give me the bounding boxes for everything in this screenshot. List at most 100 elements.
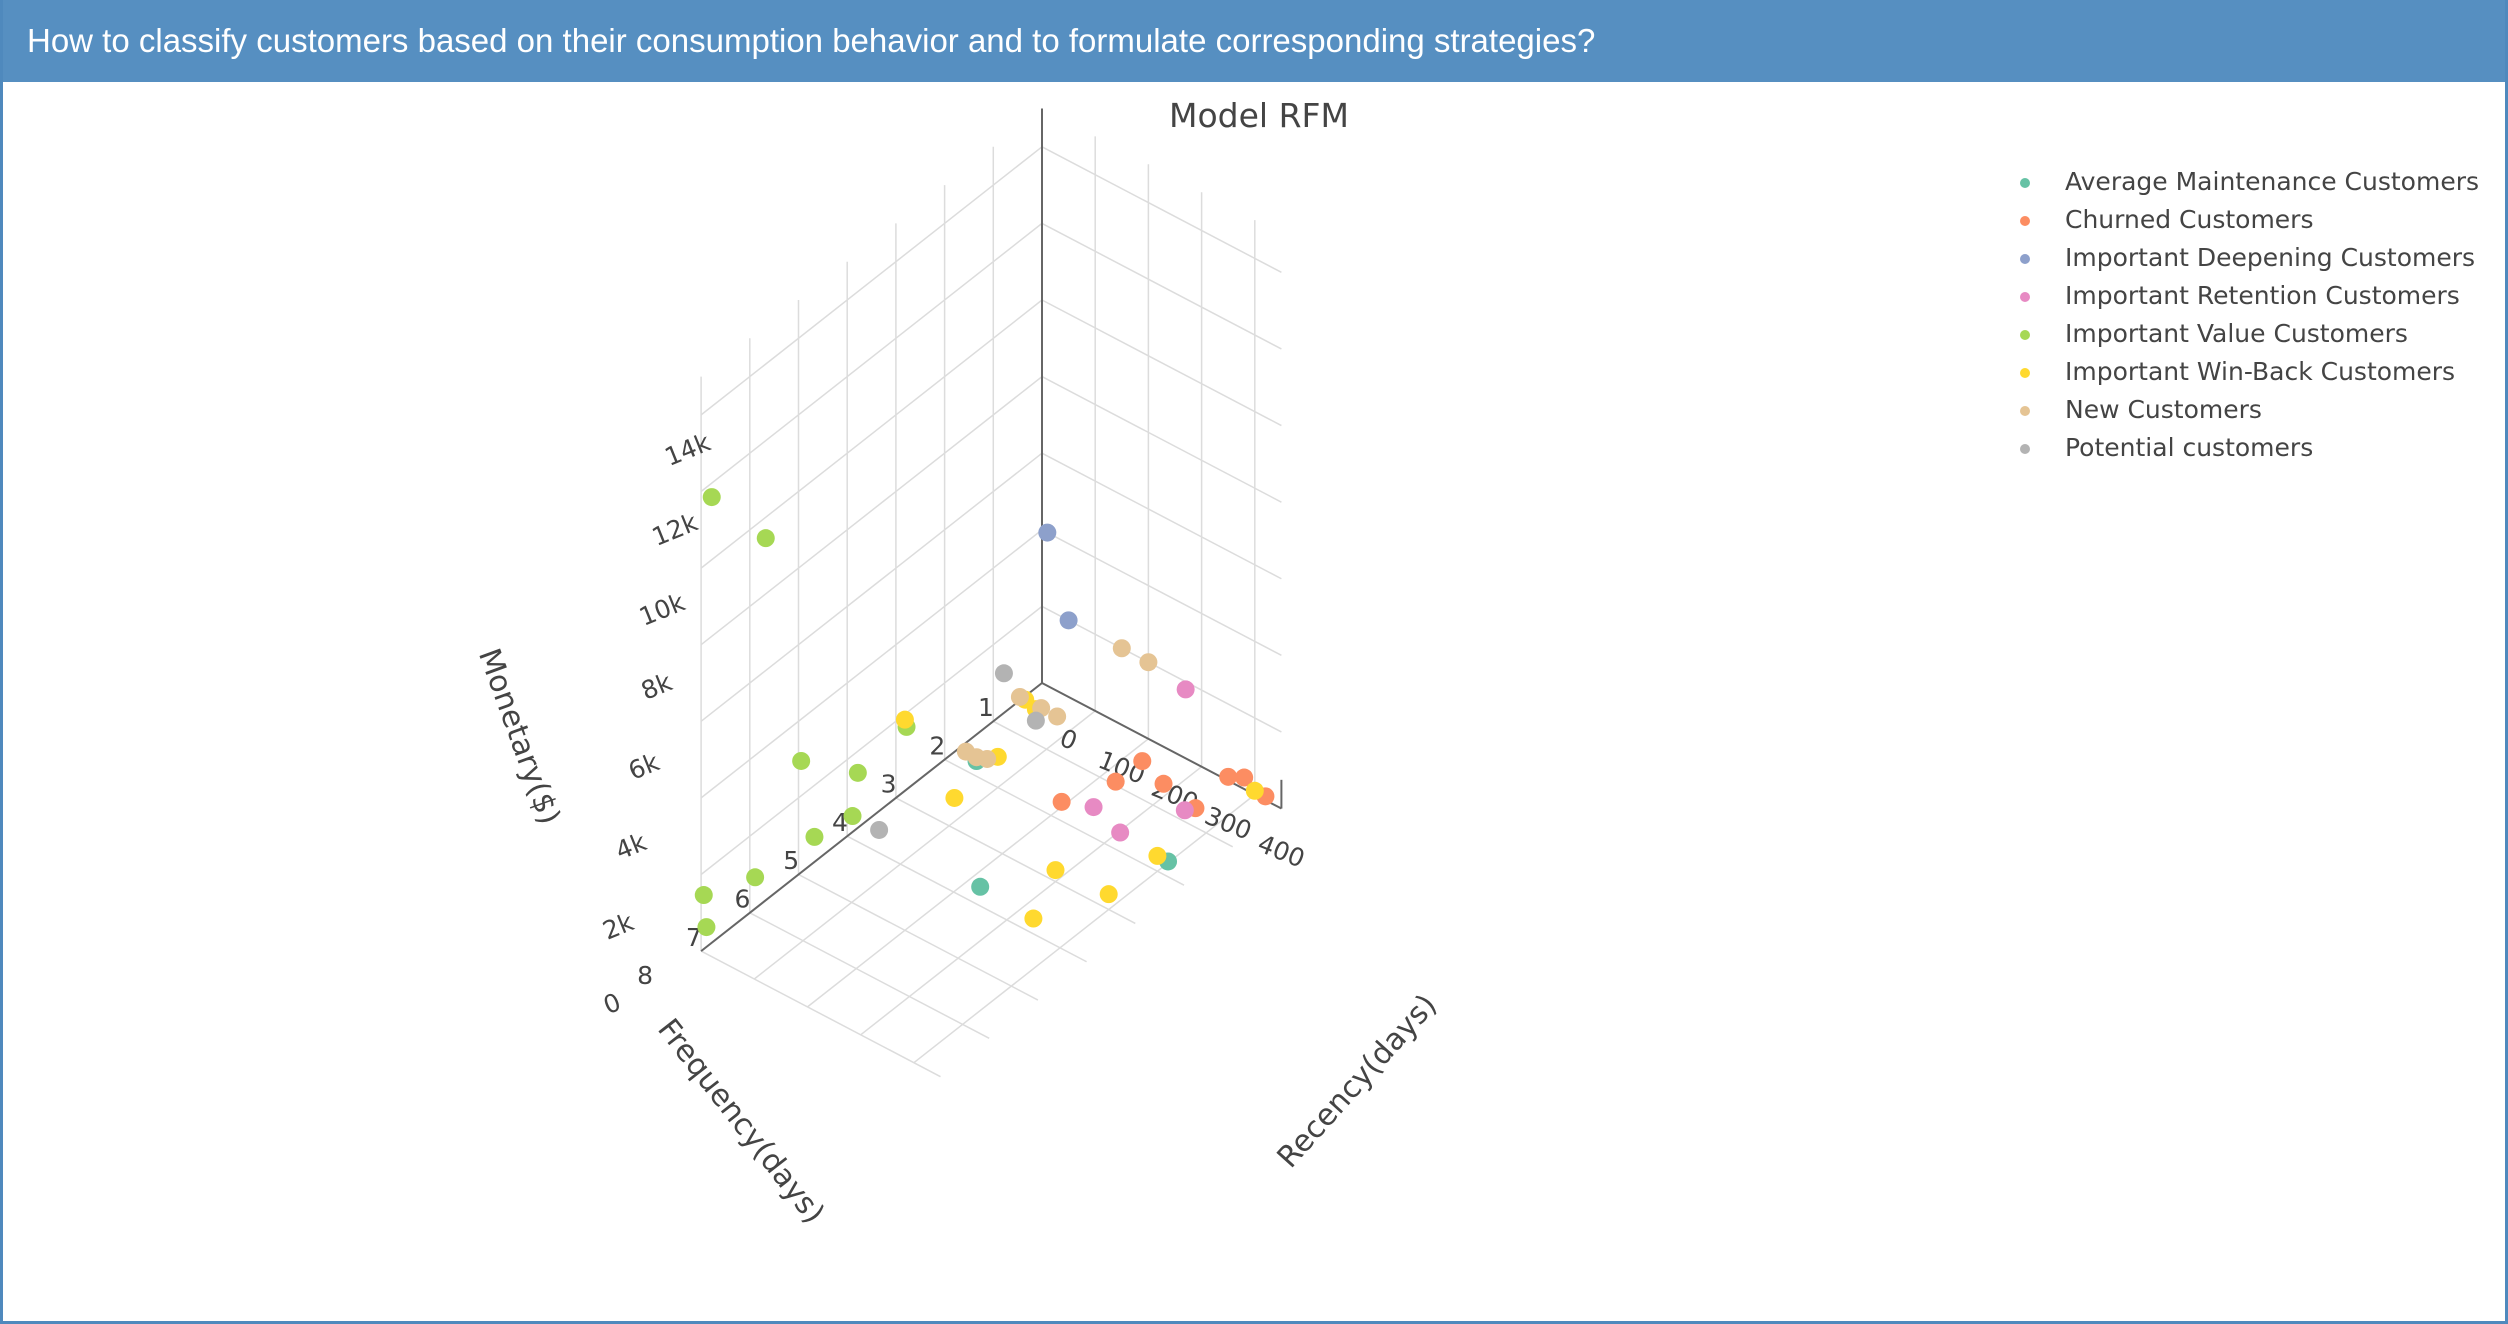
data-point[interactable] <box>1111 823 1130 842</box>
data-point[interactable] <box>1154 774 1173 793</box>
legend-item[interactable]: Important Value Customers <box>2065 319 2408 348</box>
data-point[interactable] <box>746 868 765 887</box>
grid-line <box>700 299 1043 569</box>
data-point[interactable] <box>702 488 721 507</box>
recency-tick-label: 300 <box>1201 801 1256 846</box>
data-point[interactable] <box>805 827 824 846</box>
data-point[interactable] <box>1059 611 1078 630</box>
legend-item[interactable]: Important Retention Customers <box>2065 281 2460 310</box>
data-point[interactable] <box>971 877 990 896</box>
legend-marker[interactable] <box>2020 406 2030 416</box>
rfm-3d-scatter-chart[interactable]: Model RFM 1234567802k4k6k8k10k12k14k0100… <box>3 82 2503 1324</box>
grid-line <box>1041 452 1282 580</box>
data-point[interactable] <box>1052 792 1071 811</box>
data-point[interactable] <box>848 763 867 782</box>
recency-axis-line <box>1041 682 1282 810</box>
grid-line <box>700 146 1043 416</box>
data-point[interactable] <box>1176 680 1195 699</box>
grid-line <box>700 376 1043 646</box>
data-point[interactable] <box>1112 639 1131 658</box>
recency-tick-label: 400 <box>1254 829 1309 874</box>
legend-item[interactable]: Important Win-Back Customers <box>2065 357 2455 386</box>
data-point[interactable] <box>1038 523 1057 542</box>
grid-line <box>700 950 941 1078</box>
grid-line <box>1041 146 1282 274</box>
monetary-tick-label: 0 <box>599 987 625 1020</box>
grid-line <box>807 738 1149 1008</box>
grid-line <box>944 758 1185 886</box>
legend-marker[interactable] <box>2020 368 2030 378</box>
grid-line <box>700 452 1043 722</box>
grid-line <box>1041 529 1282 657</box>
data-point[interactable] <box>1046 861 1065 880</box>
data-point[interactable] <box>1235 768 1254 787</box>
recency-axis-title: Recency(days) <box>1271 988 1444 1175</box>
grid-line <box>913 794 1256 1064</box>
legend-item[interactable]: Important Deepening Customers <box>2065 243 2475 272</box>
data-point[interactable] <box>1048 707 1067 726</box>
frequency-tick-label: 7 <box>686 923 702 952</box>
data-point[interactable] <box>1010 687 1029 706</box>
grid-line <box>700 529 1043 799</box>
chart-title: Model RFM <box>1169 96 1349 135</box>
frequency-tick-label: 6 <box>735 885 751 914</box>
axis-lines <box>700 108 1283 952</box>
data-point[interactable] <box>994 664 1013 683</box>
legend-item[interactable]: Potential customers <box>2065 433 2313 462</box>
data-point[interactable] <box>1099 885 1118 904</box>
legend-marker[interactable] <box>2020 216 2030 226</box>
data-point[interactable] <box>1024 909 1043 928</box>
data-point[interactable] <box>895 710 914 729</box>
monetary-axis-title: Monetary($) <box>471 644 567 829</box>
monetary-tick-label: 4k <box>611 827 651 865</box>
data-point[interactable] <box>792 751 811 770</box>
legend-marker[interactable] <box>2020 178 2030 188</box>
frequency-axis-title: Frequency(days) <box>650 1012 831 1230</box>
grid-line <box>895 797 1136 925</box>
grid-line <box>846 835 1087 963</box>
legend-marker[interactable] <box>2020 292 2030 302</box>
data-point[interactable] <box>756 529 775 548</box>
frequency-axis-line <box>700 682 1043 952</box>
data-point[interactable] <box>1139 653 1158 672</box>
legend-marker[interactable] <box>2020 330 2030 340</box>
data-point[interactable] <box>956 742 975 761</box>
grid-lines <box>700 108 1282 1078</box>
data-point[interactable] <box>945 788 964 807</box>
monetary-tick-label: 8k <box>637 667 677 705</box>
data-point[interactable] <box>1245 781 1264 800</box>
frequency-tick-label: 3 <box>881 770 897 799</box>
grid-line <box>700 222 1043 493</box>
data-points[interactable] <box>694 488 1275 937</box>
grid-line <box>749 912 990 1040</box>
legend[interactable]: Average Maintenance Customers Churned Cus… <box>2020 167 2479 462</box>
grid-line <box>1041 605 1282 733</box>
data-point[interactable] <box>1106 772 1125 791</box>
monetary-tick-label: 2k <box>599 907 639 945</box>
data-point[interactable] <box>1219 767 1238 786</box>
monetary-tick-label: 6k <box>624 747 664 785</box>
data-point[interactable] <box>843 807 862 826</box>
data-point[interactable] <box>1148 846 1167 865</box>
data-point[interactable] <box>1026 711 1045 730</box>
recency-tick-label: 0 <box>1056 723 1082 756</box>
data-point[interactable] <box>870 820 889 839</box>
panel-header: How to classify customers based on their… <box>3 0 2505 82</box>
monetary-tick-label: 12k <box>648 507 702 551</box>
legend-marker[interactable] <box>2020 444 2030 454</box>
legend-marker[interactable] <box>2020 254 2030 264</box>
data-point[interactable] <box>694 886 713 905</box>
grid-line <box>798 873 1039 1001</box>
legend-item[interactable]: Average Maintenance Customers <box>2065 167 2479 196</box>
legend-item[interactable]: New Customers <box>2065 395 2262 424</box>
grid-line <box>1041 222 1282 350</box>
question-title: How to classify customers based on their… <box>27 22 1596 59</box>
data-point[interactable] <box>697 918 716 937</box>
grid-line <box>700 605 1043 876</box>
legend-item[interactable]: Churned Customers <box>2065 205 2314 234</box>
data-point[interactable] <box>1175 801 1194 820</box>
data-point[interactable] <box>1084 798 1103 817</box>
frequency-tick-label: 5 <box>783 846 799 875</box>
data-point[interactable] <box>1133 752 1152 771</box>
